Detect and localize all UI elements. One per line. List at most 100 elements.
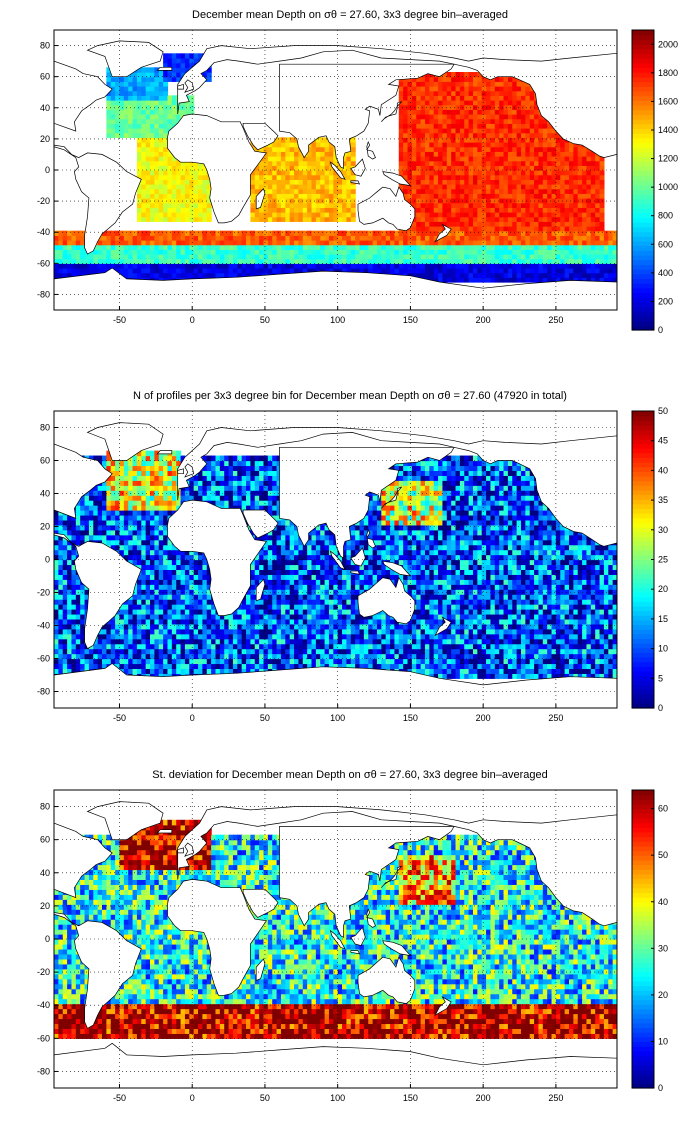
heatmap-bin: [494, 137, 500, 143]
heatmap-bin: [58, 249, 64, 255]
heatmap-bin: [163, 198, 169, 204]
heatmap-bin: [189, 658, 195, 665]
heatmap-bin: [128, 268, 134, 274]
heatmap-bin: [280, 240, 286, 246]
heatmap-bin: [568, 151, 574, 157]
heatmap-bin: [298, 207, 304, 213]
heatmap-bin: [577, 244, 583, 250]
heatmap-bin: [582, 663, 588, 669]
heatmap-bin: [193, 198, 199, 204]
heatmap-bin: [280, 184, 286, 190]
heatmap-bin: [150, 90, 155, 96]
heatmap-bin: [411, 137, 417, 143]
heatmap-bin: [154, 235, 160, 241]
heatmap-bin: [612, 235, 617, 241]
heatmap-bin: [411, 100, 417, 106]
heatmap-bin: [403, 109, 409, 115]
heatmap-bin: [224, 249, 230, 255]
heatmap-bin: [564, 212, 570, 218]
heatmap-bin: [582, 174, 588, 180]
heatmap-bin: [158, 258, 164, 264]
heatmap-bin: [184, 268, 190, 274]
colorbar-tick-label: 1800: [658, 68, 678, 78]
heatmap-bin: [481, 249, 487, 255]
heatmap-bin: [577, 249, 583, 255]
heatmap-bin: [599, 170, 605, 176]
colorbar-segment: [632, 53, 654, 59]
heatmap-bin: [451, 114, 457, 120]
heatmap-bin: [158, 653, 164, 660]
heatmap-bin: [211, 648, 217, 655]
heatmap-bin: [534, 202, 540, 208]
heatmap-bin: [512, 277, 518, 283]
heatmap-bin: [398, 663, 404, 669]
heatmap-bin: [206, 272, 212, 278]
heatmap-bin: [490, 90, 496, 96]
heatmap-bin: [320, 174, 326, 180]
heatmap-bin: [158, 658, 164, 665]
heatmap-bin: [106, 67, 112, 73]
heatmap-bin: [534, 137, 540, 143]
heatmap-bin: [459, 109, 465, 115]
heatmap-bin: [472, 230, 478, 236]
heatmap-bin: [446, 653, 452, 660]
heatmap-bin: [241, 244, 247, 250]
heatmap-bin: [542, 132, 548, 138]
heatmap-bin: [599, 277, 605, 283]
heatmap-bin: [486, 198, 492, 204]
heatmap-bin: [328, 653, 334, 660]
heatmap-bin: [503, 193, 509, 199]
heatmap-bin: [167, 249, 173, 255]
heatmap-bin: [211, 240, 217, 246]
heatmap-bin: [328, 230, 334, 236]
heatmap-bin: [512, 132, 518, 138]
heatmap-bin: [429, 174, 435, 180]
heatmap-bin: [167, 658, 173, 665]
heatmap-bin: [333, 263, 339, 269]
heatmap-bin: [158, 72, 164, 78]
heatmap-bin: [490, 648, 496, 655]
heatmap-bin: [141, 193, 147, 199]
heatmap-bin: [446, 221, 452, 227]
heatmap-bin: [464, 668, 470, 674]
heatmap-bin: [586, 226, 592, 232]
heatmap-bin: [320, 184, 326, 190]
heatmap-bin: [285, 174, 291, 180]
heatmap-bin: [158, 216, 164, 222]
heatmap-bin: [564, 277, 570, 283]
heatmap-bin: [333, 179, 339, 185]
heatmap-bin: [241, 663, 247, 669]
heatmap-bin: [110, 132, 116, 138]
heatmap-bin: [141, 198, 147, 204]
heatmap-bin: [512, 221, 518, 227]
heatmap-bin: [128, 118, 134, 124]
heatmap-bin: [499, 249, 505, 255]
heatmap-bin: [206, 258, 212, 264]
heatmap-bin: [547, 249, 553, 255]
heatmap-bin: [219, 668, 225, 674]
heatmap-bin: [337, 216, 343, 222]
heatmap-bin: [472, 109, 478, 115]
heatmap-bin: [202, 174, 208, 180]
heatmap-bin: [551, 132, 557, 138]
heatmap-bin: [350, 268, 356, 274]
heatmap-bin: [599, 156, 605, 162]
heatmap-bin: [582, 254, 588, 260]
heatmap-bin: [294, 156, 300, 162]
heatmap-bin: [136, 668, 142, 674]
heatmap-bin: [381, 263, 387, 269]
heatmap-bin: [263, 249, 269, 255]
heatmap-bin: [477, 663, 483, 669]
colorbar-segment: [632, 315, 654, 322]
heatmap-bin: [158, 230, 164, 236]
heatmap-bin: [494, 193, 500, 199]
heatmap-bin: [407, 184, 413, 190]
heatmap-bin: [176, 72, 182, 78]
heatmap-bin: [355, 230, 361, 236]
heatmap-bin: [547, 216, 553, 222]
heatmap-bin: [167, 100, 173, 106]
heatmap-bin: [547, 268, 553, 274]
heatmap-bin: [599, 249, 605, 255]
heatmap-bin: [145, 235, 151, 241]
heatmap-bin: [363, 263, 369, 269]
